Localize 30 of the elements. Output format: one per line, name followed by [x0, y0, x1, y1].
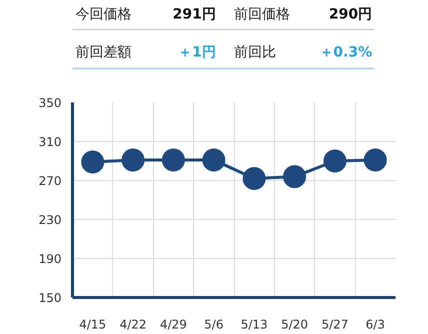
x-tick-label: 4/15 — [79, 318, 106, 332]
point — [202, 148, 226, 172]
point — [122, 148, 145, 172]
text: 前回差額 — [76, 44, 132, 60]
x-tick-label: 5/6 — [204, 318, 224, 332]
point — [364, 148, 387, 172]
point — [283, 165, 306, 188]
y-tick-label: 270 — [38, 174, 62, 188]
x-tick-label: 5/27 — [321, 318, 348, 332]
text: ＋1円 — [178, 44, 216, 60]
point — [81, 150, 104, 174]
x-tick-label: 6/3 — [366, 318, 385, 332]
y-tick-label: 310 — [38, 135, 62, 149]
point — [242, 167, 266, 190]
y-tick-label: 230 — [38, 213, 62, 227]
y-tick-label: 150 — [38, 291, 62, 305]
point — [323, 150, 346, 172]
x-tick-label: 5/20 — [281, 318, 308, 332]
point — [162, 148, 185, 172]
text: ＋0.3% — [319, 44, 372, 60]
text: 今回価格 — [76, 6, 132, 22]
x-tick-label: 4/22 — [120, 318, 147, 332]
x-tick-label: 4/29 — [160, 318, 187, 332]
text: 291円 — [172, 6, 216, 22]
text: 前回価格 — [234, 6, 290, 22]
text: 前回比 — [234, 44, 276, 60]
text: 290円 — [328, 6, 372, 22]
x-tick-label: 5/13 — [240, 318, 268, 332]
y-tick-label: 350 — [38, 96, 62, 110]
y-tick-label: 190 — [38, 252, 62, 266]
